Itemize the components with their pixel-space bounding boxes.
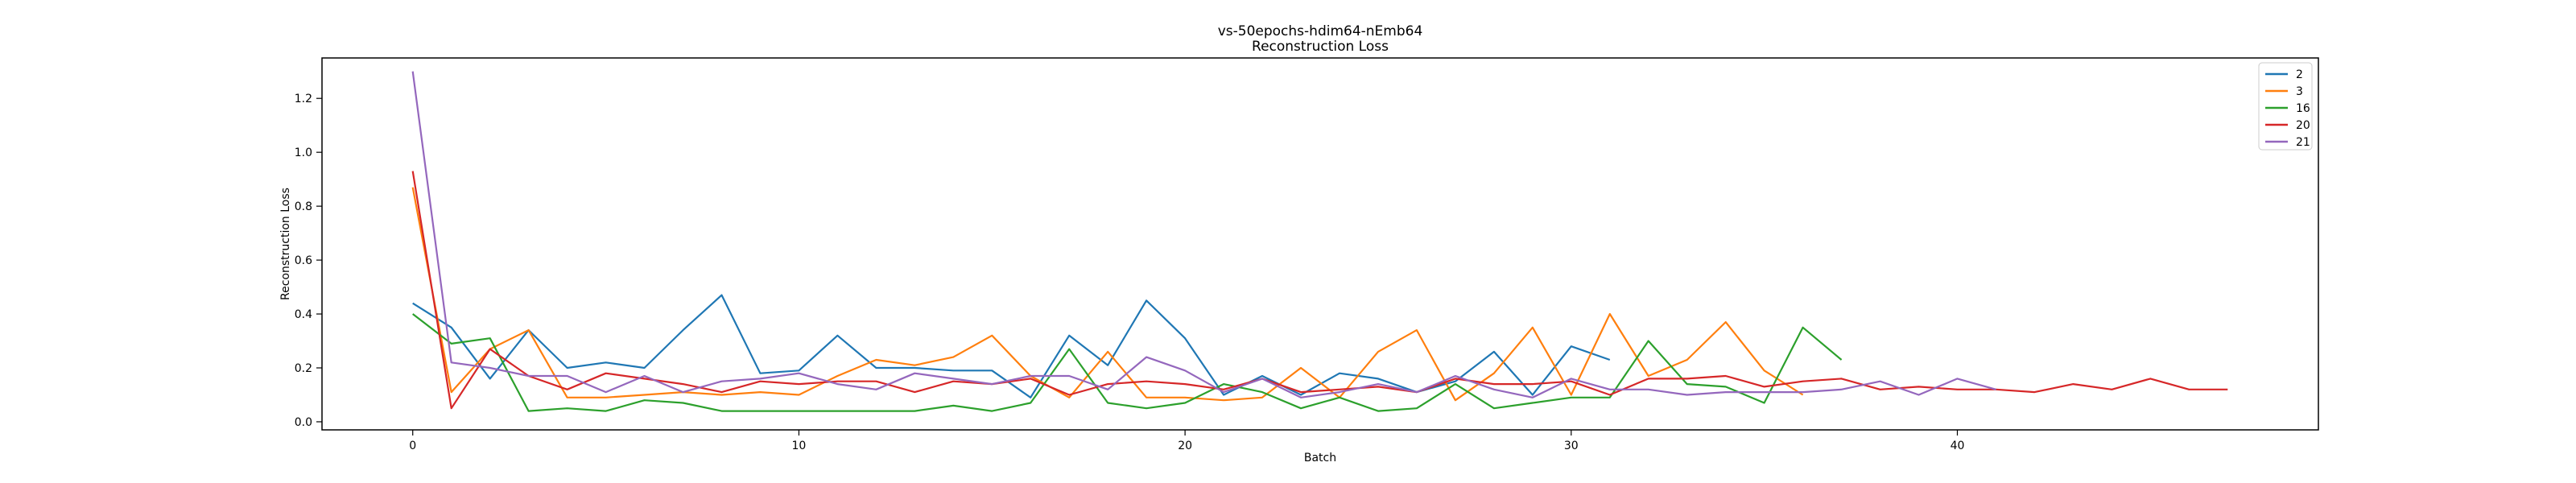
series-line-3 xyxy=(411,187,1804,402)
legend-label-21: 21 xyxy=(2296,136,2310,149)
x-tick-label: 40 xyxy=(1951,440,1965,452)
series-line-16 xyxy=(412,313,1843,412)
series-line-20 xyxy=(411,171,2228,410)
x-tick-label: 20 xyxy=(1178,440,1192,452)
x-tick-label: 10 xyxy=(792,440,807,452)
x-axis-label: Batch xyxy=(1304,452,1336,464)
y-tick-label: 1.0 xyxy=(295,147,312,159)
chart-title: vs-50epochs-hdim64-nEmb64 xyxy=(1218,23,1423,39)
legend-label-16: 16 xyxy=(2296,102,2310,115)
chart-subtitle: Reconstruction Loss xyxy=(1252,39,1389,55)
y-tick-label: 0.4 xyxy=(295,308,312,321)
y-tick-label: 0.6 xyxy=(295,254,312,267)
legend-label-3: 3 xyxy=(2296,85,2303,98)
y-tick-label: 0.0 xyxy=(295,416,312,429)
x-tick-label: 0 xyxy=(409,440,416,452)
y-tick-label: 0.8 xyxy=(295,200,312,213)
legend: 2 3 16 20 21 xyxy=(2258,62,2313,151)
x-axis: 0 10 20 30 40 xyxy=(409,430,1964,452)
legend-label-20: 20 xyxy=(2296,119,2310,132)
series-lines xyxy=(411,71,2228,412)
y-axis: 0.0 0.2 0.4 0.6 0.8 1.0 1.2 xyxy=(295,93,322,429)
x-tick-label: 30 xyxy=(1564,440,1579,452)
legend-label-2: 2 xyxy=(2296,68,2303,81)
plot-area-frame xyxy=(321,57,2319,431)
legend-frame xyxy=(2258,62,2313,151)
y-axis-label: Reconstruction Loss xyxy=(279,188,292,300)
series-line-21 xyxy=(411,71,1996,398)
y-tick-label: 1.2 xyxy=(295,93,312,105)
y-tick-label: 0.2 xyxy=(295,362,312,375)
